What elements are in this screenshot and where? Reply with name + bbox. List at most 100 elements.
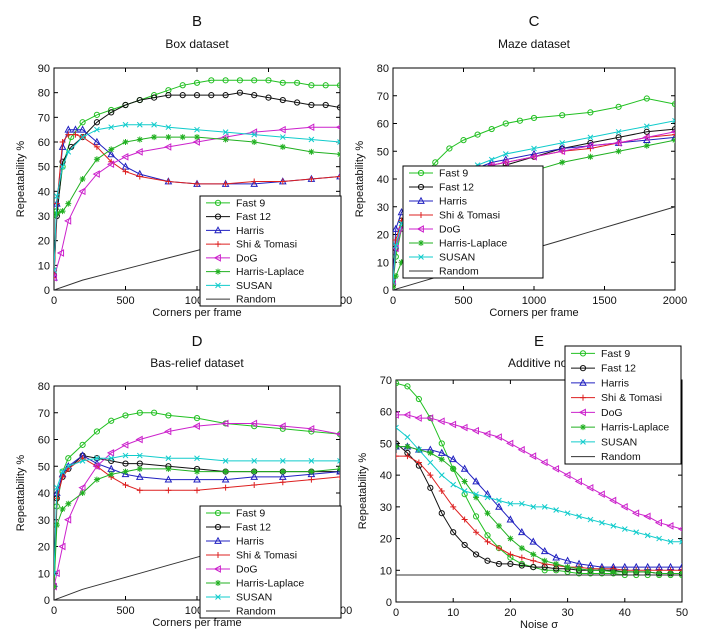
data-point-harris [460,464,469,472]
data-point-dog [393,277,396,286]
chart-title: Bas-relief dataset [150,356,244,370]
data-point-harris [336,467,340,475]
x-tick-label: 40 [619,607,631,619]
data-point-susan [279,458,286,464]
data-point-dog [135,435,143,444]
data-point-susan [79,134,86,140]
data-point-susan [222,129,229,135]
data-point-fast-12 [236,89,243,96]
data-point-fast-9 [294,79,301,86]
series-line-harris [54,129,340,278]
data-point-dog [529,152,537,161]
data-point-shi-and-tomasi [530,557,537,564]
y-tick-label: 0 [386,597,392,609]
data-point-susan [136,121,143,128]
data-point-shi-and-tomasi [59,139,66,145]
data-point-harris-laplace [151,134,158,141]
data-point-dog [586,141,594,150]
data-point-dog [221,419,229,428]
data-point-fast-9 [615,103,622,110]
series-line-susan [54,455,340,574]
panel-letter: B [192,13,202,30]
data-point-susan [507,500,514,507]
data-point-dog [426,414,434,422]
data-point-shi-and-tomasi [679,567,682,574]
data-point-fast-12 [59,158,66,165]
series-line-shi-and-tomasi [54,457,340,585]
data-point-shi-and-tomasi [279,479,286,486]
data-point-harris-laplace [530,551,537,558]
data-point-dog [670,129,675,135]
data-point-harris [529,537,538,545]
panel-letter: C [529,13,540,30]
data-point-harris [221,475,230,483]
data-point-fast-9 [79,119,86,126]
y-tick-label: 70 [38,408,50,420]
legend-marker-harris [214,536,222,544]
legend-marker-harris [214,226,222,234]
data-point-fast-9 [93,111,101,118]
data-point-susan [615,128,622,135]
data-point-shi-and-tomasi [484,538,491,545]
data-point-harris-laplace [633,568,640,575]
data-point-dog [164,143,172,151]
y-tick-label: 10 [38,568,50,580]
data-point-fast-9 [643,95,650,102]
data-point-fast-9 [208,77,215,84]
data-point-harris-laplace [222,136,229,143]
data-point-susan [473,491,479,498]
legend-label-fast-9: Fast 9 [236,508,265,520]
data-point-susan [530,504,537,510]
data-point-harris-laplace [615,148,622,155]
data-point-dog [654,518,663,527]
data-point-harris-laplace [79,490,86,496]
data-point-harris [250,179,259,187]
data-point-fast-9 [122,412,129,419]
series-line-fast-9 [54,412,340,587]
data-point-shi-and-tomasi [308,176,315,182]
data-point-susan [679,538,682,545]
data-point-fast-9 [193,415,201,422]
legend-label-random: Random [236,294,276,306]
data-point-susan [79,458,86,464]
legend-marker-fast-12 [417,183,425,191]
data-point-harris-laplace [136,136,143,143]
data-point-fast-9 [336,82,340,89]
data-point-susan [108,124,115,131]
data-point-fast-9 [404,383,411,390]
data-point-fast-9 [165,412,172,419]
y-tick-label: 80 [38,88,50,100]
data-point-harris-laplace [54,583,57,590]
panel-letter: E [534,333,544,350]
data-point-dog [164,427,172,436]
data-point-fast-12 [671,125,675,133]
data-point-dog [586,483,594,492]
data-point-harris [58,142,67,150]
data-point-fast-12 [438,510,445,517]
data-point-fast-9 [179,82,186,89]
y-tick-label: 30 [380,502,392,514]
data-point-dog [135,148,143,156]
data-point-harris-laplace [461,478,468,485]
x-tick-label: 1000 [522,295,546,307]
y-tick-label: 20 [38,236,50,248]
data-point-susan [541,504,548,510]
data-point-harris-laplace [222,468,229,475]
y-tick-label: 70 [38,112,50,124]
data-point-fast-9 [432,159,439,166]
data-point-susan [587,134,594,141]
legend-marker-harris [579,378,587,386]
data-point-harris-laplace [279,143,286,150]
data-point-fast-9 [438,440,445,447]
data-point-harris-laplace [165,465,172,472]
data-point-harris-laplace [643,142,650,149]
data-point-shi-and-tomasi [136,173,143,180]
series-group [54,409,340,600]
data-point-fast-9 [79,441,86,448]
legend-label-shi-and-tomasi: Shi & Tomasi [236,239,297,251]
legend-label-fast-12: Fast 12 [236,522,271,534]
data-point-susan [496,497,502,504]
legend-marker-dog [578,408,586,417]
data-point-fast-12 [265,94,272,101]
